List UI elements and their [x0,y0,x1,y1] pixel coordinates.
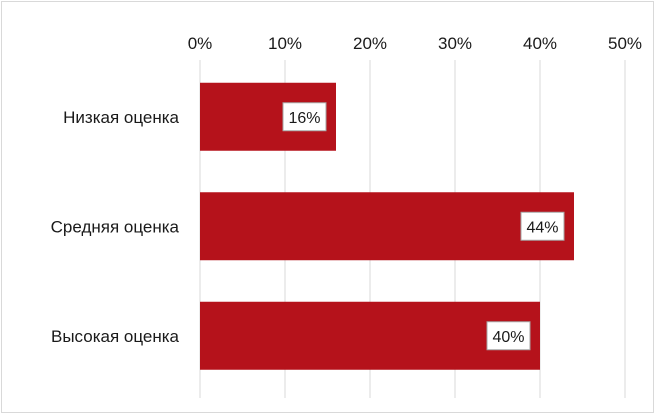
bars [200,82,574,370]
data-label-box [520,211,565,241]
data-labels: 16% 44% 40% [282,102,565,351]
category-labels: Низкая оценка Средняя оценка Высокая оценк… [51,108,180,346]
data-label-box [282,102,327,132]
category-label: Высокая оценка [51,327,180,346]
category-label: Средняя оценка [51,217,180,236]
x-tick-label: 50% [608,34,642,53]
category-label: Низкая оценка [63,108,179,127]
bar [200,192,574,261]
x-tick-label: 30% [438,34,472,53]
x-tick-label: 10% [268,34,302,53]
x-tick-label: 20% [353,34,387,53]
bar [200,301,540,370]
data-label: 16% [288,110,320,127]
data-label: 44% [526,219,558,236]
data-label: 40% [492,329,524,346]
x-tick-label: 0% [188,34,213,53]
x-tick-label: 40% [523,34,557,53]
x-axis-tick-labels: 0% 10% 20% 30% 40% 50% [188,34,642,53]
data-label-box [486,321,531,351]
